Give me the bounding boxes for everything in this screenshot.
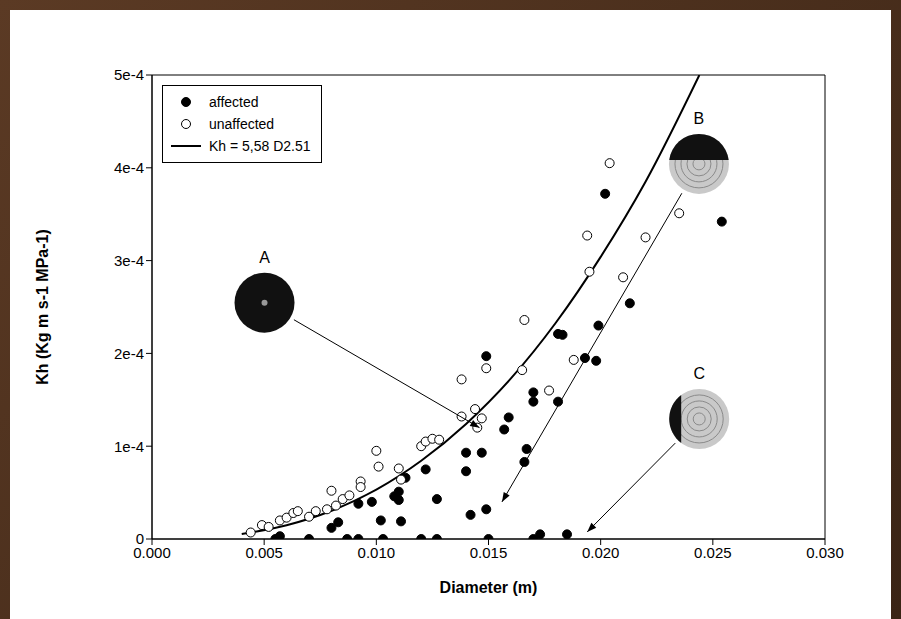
svg-text:0.000: 0.000 xyxy=(133,543,171,561)
html-text:affected: affected xyxy=(209,94,259,110)
svg-text:5e-4: 5e-4 xyxy=(114,66,144,83)
svg-text:4e-4: 4e-4 xyxy=(114,159,144,176)
svg-text:2e-4: 2e-4 xyxy=(114,345,144,362)
svg-text:3e-4: 3e-4 xyxy=(114,252,144,269)
svg-text:0: 0 xyxy=(136,530,144,547)
svg-text:Kh (Kg m s-1 MPa-1): Kh (Kg m s-1 MPa-1) xyxy=(34,229,51,385)
svg-text:A: A xyxy=(259,249,270,266)
html-text:unaffected: unaffected xyxy=(209,116,275,132)
svg-text:0.015: 0.015 xyxy=(470,544,508,561)
svg-text:C: C xyxy=(693,365,705,382)
svg-text:1e-4: 1e-4 xyxy=(114,438,144,455)
html-text:Kh = 5,58 D2.51: Kh = 5,58 D2.51 xyxy=(209,138,311,154)
svg-text:0.010: 0.010 xyxy=(358,544,396,561)
svg-text:0.025: 0.025 xyxy=(694,544,732,561)
svg-text:0.030: 0.030 xyxy=(806,544,844,561)
svg-text:0.020: 0.020 xyxy=(582,544,620,561)
svg-text:0.005: 0.005 xyxy=(245,544,283,561)
svg-text:B: B xyxy=(694,110,705,127)
svg-text:Diameter (m): Diameter (m) xyxy=(440,579,538,596)
